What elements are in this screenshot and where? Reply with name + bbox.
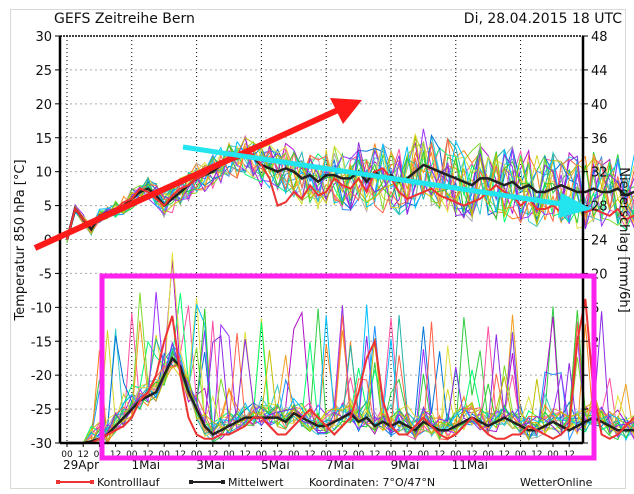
y-tick-label: 30 <box>35 30 52 45</box>
y-tick-label: 15 <box>35 132 52 147</box>
x-hour-label: 00 <box>385 450 397 460</box>
legend-mean-label: Mittelwert <box>228 476 284 489</box>
x-date-label: 29Apr <box>63 458 99 472</box>
mean-precip-line <box>67 356 634 445</box>
ensemble-member-line <box>66 138 634 240</box>
x-hour-label: 12 <box>239 450 250 460</box>
x-hour-label: 12 <box>369 450 380 460</box>
run-date: Di, 28.04.2015 18 UTC <box>464 11 622 27</box>
x-date-label: 1Mai <box>131 458 160 472</box>
ensemble-member-line <box>66 135 634 242</box>
legend-mean-marker-right <box>221 480 225 484</box>
x-hour-label: 12 <box>434 450 445 460</box>
x-hour-label: 00 <box>256 450 268 460</box>
x-hour-label: 12 <box>142 450 153 460</box>
brand: WetterOnline <box>520 476 593 489</box>
x-hour-label: 00 <box>515 450 527 460</box>
x-hour-label: 12 <box>272 450 283 460</box>
legend-control-marker-right <box>90 480 94 484</box>
x-hour-label: 12 <box>466 450 477 460</box>
x-date-label: 5Mai <box>261 458 290 472</box>
y2-tick-label: 48 <box>591 30 608 45</box>
chart-title: GEFS Zeitreihe Bern <box>54 11 195 27</box>
trend-down-arrow-head <box>558 193 592 218</box>
y2-tick-label: 40 <box>591 98 608 113</box>
x-hour-label: 12 <box>401 450 412 460</box>
x-hour-label: 12 <box>499 450 510 460</box>
x-hour-label: 12 <box>304 450 315 460</box>
y-axis-label: Temperatur 850 hPa [°C] <box>13 159 28 321</box>
x-hour-label: 12 <box>563 450 574 460</box>
y2-tick-label: 36 <box>591 132 608 147</box>
legend-control-marker-left <box>56 480 60 484</box>
y-tick-label: -5 <box>39 267 52 282</box>
x-hour-label: 00 <box>126 450 138 460</box>
x-date-label: 9Mai <box>391 458 420 472</box>
x-hour-label: 00 <box>547 450 559 460</box>
y-tick-label: -25 <box>31 403 52 418</box>
y2-tick-label: 32 <box>591 166 608 181</box>
x-hour-label: 00 <box>418 450 430 460</box>
y2-tick-label: 44 <box>591 64 608 79</box>
ensemble-member-line <box>66 144 634 241</box>
x-hour-label: 00 <box>288 450 300 460</box>
x-hour-label: 00 <box>191 450 203 460</box>
x-hour-label: 00 <box>450 450 462 460</box>
x-hour-label: 00 <box>223 450 235 460</box>
x-hour-label: 12 <box>207 450 218 460</box>
x-hour-label: 00 <box>320 450 332 460</box>
y-tick-label: 25 <box>35 64 52 79</box>
y-tick-label: -10 <box>31 301 52 316</box>
legend-control-label: Kontrolllauf <box>97 476 161 489</box>
x-date-label: 7Mai <box>326 458 355 472</box>
x-hour-label: 12 <box>110 450 121 460</box>
x-hour-label: 00 <box>353 450 365 460</box>
ensemble-members <box>66 128 634 244</box>
y-tick-label: -20 <box>31 369 52 384</box>
y-tick-label: 20 <box>35 98 52 113</box>
trend-up-arrow-head <box>330 98 362 124</box>
legend-mean-marker-left <box>189 480 193 484</box>
coordinates: Koordinaten: 7°O/47°N <box>309 476 435 489</box>
y2-tick-label: 24 <box>591 234 608 249</box>
x-date-label: 3Mai <box>196 458 225 472</box>
x-hour-label: 00 <box>158 450 170 460</box>
x-date-label: 11Mai <box>452 458 488 472</box>
y2-tick-label: 28 <box>591 200 608 215</box>
x-hour-label: 12 <box>175 450 186 460</box>
chart-frame <box>10 9 626 489</box>
y-tick-label: 5 <box>44 200 52 215</box>
ensemble-member-line <box>66 133 634 237</box>
x-hour-label: 12 <box>531 450 542 460</box>
x-hour-label: 12 <box>77 450 88 460</box>
y-tick-label: 10 <box>35 166 52 181</box>
x-hour-label: 00 <box>482 450 494 460</box>
precip-highlight-box <box>99 273 597 461</box>
trend-down-arrow-shaft <box>182 144 569 208</box>
control-precip-line <box>67 298 634 444</box>
ensemble-member-line <box>66 135 634 238</box>
y2-axis-label: Niederschlag [mm/6h] <box>616 167 631 312</box>
y-tick-label: -15 <box>31 335 52 350</box>
trend-up-arrow-shaft <box>33 107 340 251</box>
axes: 302520151050-5-10-15-20-25-3048444036322… <box>31 30 608 472</box>
x-hour-label: 00 <box>61 450 73 460</box>
annotations <box>33 98 597 461</box>
x-hour-label: 12 <box>337 450 348 460</box>
y-tick-label: -30 <box>31 437 52 452</box>
precip-member-line <box>67 308 634 444</box>
